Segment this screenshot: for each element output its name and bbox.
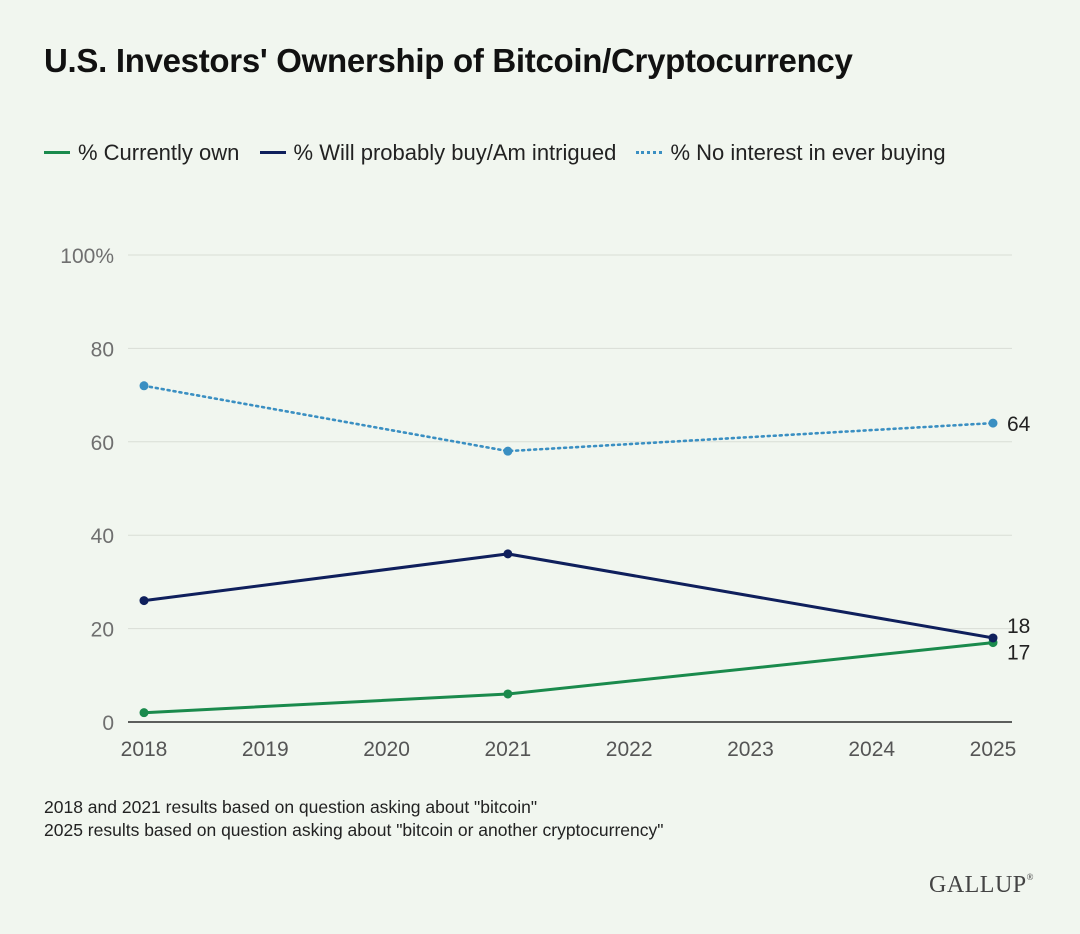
legend-swatch-currently-own xyxy=(44,150,70,154)
point-will-probably-buy-2021 xyxy=(503,549,513,559)
legend-label-will-probably-buy: % Will probably buy/Am intrigued xyxy=(293,140,617,165)
legend-item-currently-own: % Currently own xyxy=(44,140,246,165)
y-tick-label-60: 60 xyxy=(91,432,114,455)
x-tick-label-2021: 2021 xyxy=(484,738,531,761)
legend-swatch-will-probably-buy xyxy=(259,150,286,154)
legend-item-no-interest: % No interest in ever buying xyxy=(636,140,946,165)
point-no-interest-2025 xyxy=(988,418,998,428)
y-tick-label-100: 100% xyxy=(60,245,114,268)
x-tick-label-2024: 2024 xyxy=(848,738,895,761)
end-label-will-probably-buy: 18 xyxy=(1007,615,1030,638)
x-tick-label-2022: 2022 xyxy=(606,738,653,761)
series-line-currently-own xyxy=(143,641,994,715)
y-tick-label-0: 0 xyxy=(102,712,114,735)
series-line-will-probably-buy xyxy=(143,552,994,640)
legend-label-no-interest: % No interest in ever buying xyxy=(670,140,946,165)
point-currently-own-2018 xyxy=(139,708,149,718)
x-tick-label-2020: 2020 xyxy=(363,738,410,761)
point-will-probably-buy-2025 xyxy=(988,633,998,643)
y-tick-label-80: 80 xyxy=(91,338,114,361)
end-label-currently-own: 17 xyxy=(1007,642,1030,665)
x-tick-label-2023: 2023 xyxy=(727,738,774,761)
point-will-probably-buy-2018 xyxy=(139,596,149,606)
point-no-interest-2018 xyxy=(139,381,149,391)
end-label-no-interest: 64 xyxy=(1007,413,1031,436)
x-tick-label-2025: 2025 xyxy=(970,738,1017,761)
legend: % Currently own % Will probably buy/Am i… xyxy=(44,136,1004,170)
series-line-no-interest xyxy=(142,384,995,453)
note-line-2: 2025 results based on question asking ab… xyxy=(44,820,664,840)
point-currently-own-2021 xyxy=(503,689,513,699)
x-tick-label-2019: 2019 xyxy=(242,738,289,761)
chart-title: U.S. Investors' Ownership of Bitcoin/Cry… xyxy=(44,42,853,79)
x-tick-label-2018: 2018 xyxy=(121,738,168,761)
note-line-1: 2018 and 2021 results based on question … xyxy=(44,797,538,817)
legend-label-currently-own: % Currently own xyxy=(78,140,240,165)
point-no-interest-2021 xyxy=(503,446,513,456)
legend-swatch-no-interest xyxy=(636,150,663,154)
gallup-logo: GALLUP® xyxy=(928,872,1034,898)
brand-text: GALLUP xyxy=(928,872,1027,898)
legend-item-will-probably-buy: % Will probably buy/Am intrigued xyxy=(259,140,623,165)
y-tick-label-20: 20 xyxy=(91,619,114,642)
chart-notes: 2018 and 2021 results based on question … xyxy=(44,796,663,842)
y-tick-label-40: 40 xyxy=(91,525,114,548)
